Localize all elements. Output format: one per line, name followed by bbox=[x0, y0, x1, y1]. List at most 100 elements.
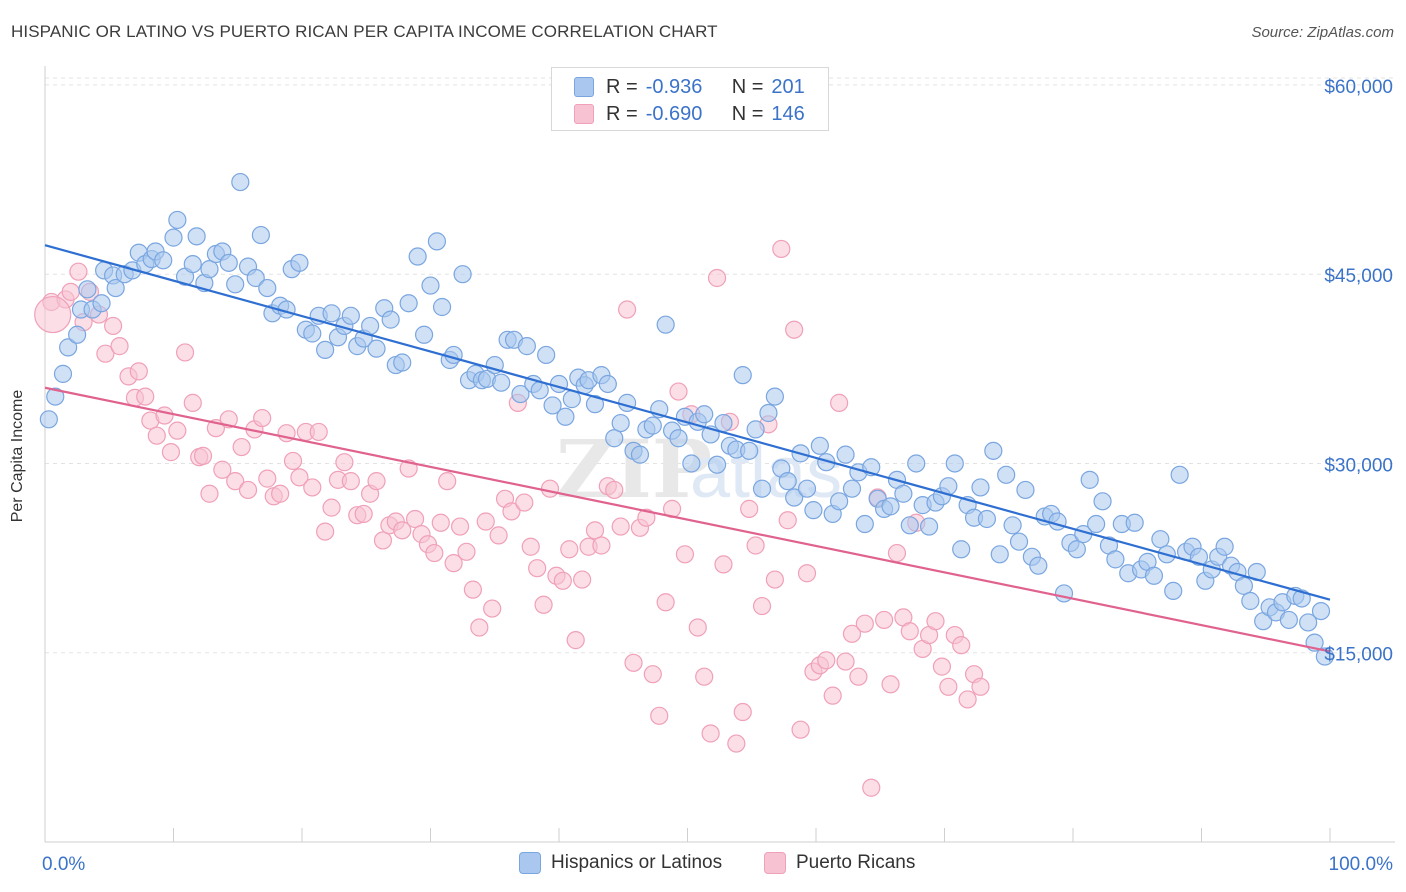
pr-point bbox=[303, 478, 322, 497]
pr-point bbox=[605, 480, 624, 500]
pr-point bbox=[566, 631, 585, 650]
hispanic-point bbox=[556, 407, 575, 426]
hispanic-point bbox=[1125, 513, 1144, 532]
hispanic-point bbox=[907, 454, 926, 473]
hispanic-point bbox=[919, 517, 939, 536]
hispanic-point bbox=[1311, 601, 1331, 621]
hispanic-point bbox=[106, 278, 125, 298]
legend-n-label: N = bbox=[731, 102, 764, 125]
pr-point bbox=[322, 498, 341, 517]
pr-point bbox=[258, 469, 277, 488]
hispanic-point bbox=[810, 436, 829, 455]
hispanic-point bbox=[804, 501, 823, 520]
x-tick-label-end: 100.0% bbox=[1329, 854, 1394, 875]
hispanic-point bbox=[78, 280, 97, 299]
hispanic-point bbox=[643, 416, 662, 435]
bottom-legend-swatch-pink bbox=[764, 852, 786, 874]
hispanic-point bbox=[656, 315, 675, 334]
hispanic-point bbox=[990, 545, 1009, 564]
hispanic-point bbox=[598, 374, 617, 394]
bottom-legend-swatch-blue bbox=[519, 852, 541, 874]
bottom-legend-label: Hispanics or Latinos bbox=[551, 852, 723, 873]
hispanic-point bbox=[945, 454, 964, 473]
hispanic-point bbox=[322, 304, 341, 323]
hispanic-point bbox=[1009, 532, 1029, 551]
pr-point bbox=[688, 618, 707, 637]
hispanic-point bbox=[611, 413, 630, 433]
pr-point bbox=[161, 443, 181, 462]
hispanic-point bbox=[977, 509, 997, 529]
hispanic-point bbox=[1016, 480, 1035, 500]
legend: R = -0.936 N = 201 R = -0.690 N = 146 bbox=[551, 67, 829, 131]
pr-point bbox=[290, 468, 309, 487]
hispanic-point bbox=[1144, 566, 1164, 585]
puerto-ricans-points bbox=[34, 239, 990, 797]
hispanic-point bbox=[1003, 516, 1022, 535]
pr-point bbox=[817, 651, 836, 670]
pr-point bbox=[553, 571, 572, 590]
pr-point bbox=[797, 564, 817, 583]
pr-point bbox=[939, 677, 958, 696]
hispanic-point bbox=[759, 403, 778, 423]
y-tick-label: $15,000 bbox=[1324, 645, 1393, 666]
pr-point bbox=[367, 472, 386, 491]
bottom-legend-puerto-ricans: Puerto Ricans bbox=[764, 852, 915, 874]
hispanic-point bbox=[183, 255, 202, 274]
pr-point bbox=[540, 479, 560, 498]
y-tick-label: $60,000 bbox=[1324, 77, 1393, 98]
pr-point bbox=[136, 387, 155, 406]
pr-point bbox=[335, 453, 354, 472]
hispanic-point bbox=[746, 420, 765, 439]
hispanic-point bbox=[399, 294, 418, 313]
pr-point bbox=[393, 521, 412, 540]
legend-n-value: 201 bbox=[771, 75, 805, 98]
hispanic-point bbox=[381, 310, 400, 329]
hispanic-point bbox=[778, 472, 797, 491]
legend-r-value: -0.690 bbox=[645, 102, 703, 125]
pr-point bbox=[200, 484, 219, 503]
hispanic-point bbox=[258, 278, 277, 298]
hispanic-point bbox=[630, 445, 650, 464]
hispanic-point bbox=[1093, 492, 1112, 511]
hispanic-point bbox=[1067, 540, 1086, 559]
pr-point bbox=[733, 702, 752, 722]
pr-point bbox=[341, 472, 360, 491]
hispanic-point bbox=[952, 540, 971, 559]
hispanic-point bbox=[219, 253, 238, 272]
pr-point bbox=[309, 422, 328, 442]
pr-point bbox=[740, 499, 759, 518]
hispanic-point bbox=[714, 413, 733, 433]
hispanic-point bbox=[1215, 537, 1234, 556]
pr-point bbox=[611, 517, 630, 536]
pr-point bbox=[707, 268, 727, 288]
bottom-legend: Hispanics or Latinos Puerto Ricans bbox=[0, 852, 1406, 878]
pr-point bbox=[463, 580, 483, 599]
legend-n-value: 146 bbox=[771, 102, 805, 125]
hispanic-point bbox=[1279, 610, 1298, 630]
hispanic-point bbox=[1299, 613, 1318, 632]
pr-point bbox=[96, 344, 115, 363]
pr-point bbox=[271, 484, 290, 503]
hispanic-point bbox=[842, 479, 862, 498]
pr-point bbox=[61, 282, 80, 301]
hispanic-point bbox=[971, 478, 990, 497]
hispanic-point bbox=[1241, 591, 1260, 611]
legend-r-label: R = bbox=[606, 75, 638, 98]
pr-trend-line bbox=[44, 386, 1331, 653]
pr-point bbox=[958, 690, 977, 709]
hispanic-point bbox=[733, 366, 752, 385]
hispanic-point bbox=[303, 324, 322, 343]
hispanic-point bbox=[168, 210, 187, 230]
legend-swatch-blue bbox=[574, 77, 594, 97]
pr-point bbox=[483, 599, 502, 618]
pr-point bbox=[592, 536, 611, 555]
pr-point bbox=[155, 406, 174, 425]
hispanic-point bbox=[605, 429, 624, 448]
hispanic-point bbox=[855, 514, 874, 534]
pr-point bbox=[213, 460, 232, 479]
legend-row-puerto-ricans: R = -0.690 N = 146 bbox=[574, 102, 805, 126]
pr-point bbox=[405, 509, 425, 529]
pr-point bbox=[168, 421, 187, 440]
pr-point bbox=[714, 555, 733, 574]
